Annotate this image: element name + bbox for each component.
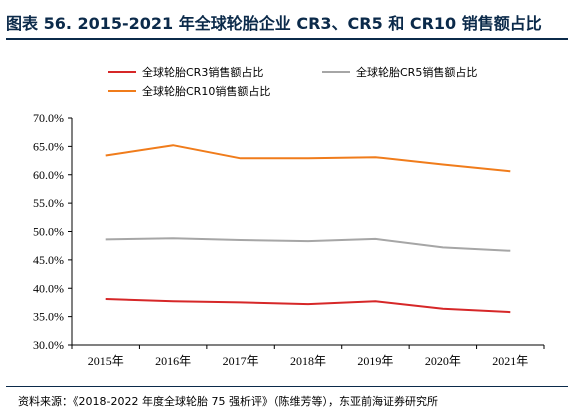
series-line-2 [105,237,511,252]
x-tick-label: 2015年 [88,354,124,368]
legend-label: 全球轮胎CR5销售额占比 [356,65,477,79]
x-tick-label: 2021年 [492,354,528,368]
figure-title: 图表 56. 2015-2021 年全球轮胎企业 CR3、CR5 和 CR10 … [6,14,542,33]
x-tick-label: 2017年 [223,354,259,368]
source-divider [6,386,568,387]
y-tick-label: 40.0% [33,281,64,295]
y-tick-label: 65.0% [33,139,64,153]
y-tick-label: 60.0% [33,168,64,182]
y-tick-label: 35.0% [33,310,64,324]
y-tick-label: 45.0% [33,253,64,267]
y-axis-ticks: 30.0% 35.0% 40.0% 45.0% 50.0% 55.0% 60.0% 65.0%… [33,111,72,352]
y-tick-label: 70.0% [33,111,64,125]
chart-series [105,144,511,314]
x-tick-label: 2016年 [155,354,191,368]
x-tick-label: 2018年 [290,354,326,368]
legend-label: 全球轮胎CR10销售额占比 [142,84,270,98]
source-note: 资料来源：《2018-2022 年度全球轮胎 75 强析评》（陈维芳等），东亚前… [18,395,438,408]
title-divider [6,38,568,40]
x-tick-label: 2019年 [357,354,393,368]
legend-label: 全球轮胎CR3销售额占比 [142,65,263,79]
series-line-3 [105,144,511,173]
x-axis-ticks: 2015年 2016年 2017年 2018年 2019年 2020年 2021年 [71,345,545,368]
y-tick-label: 30.0% [33,338,64,352]
series-line-1 [105,298,511,314]
y-tick-label: 55.0% [33,196,64,210]
y-tick-label: 50.0% [33,225,64,239]
x-tick-label: 2020年 [425,354,461,368]
